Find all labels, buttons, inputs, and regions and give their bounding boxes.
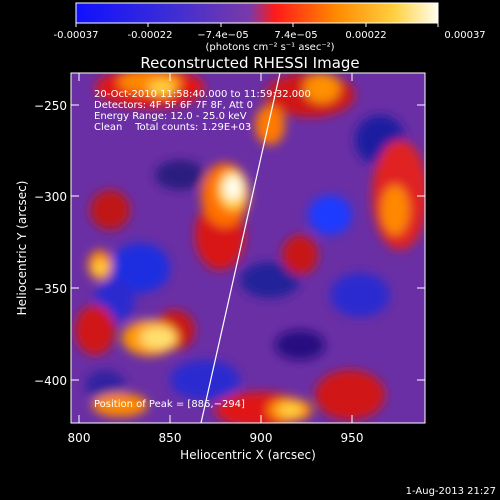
info-line-time: 20-Oct-2010 11:58:40.000 to 11:59:32.000 (94, 89, 311, 100)
plot-frame (70, 72, 426, 424)
x-tick-label: 950 (341, 431, 364, 445)
info-line-energy: Energy Range: 12.0 - 25.0 keV (94, 111, 247, 122)
info-line-counts: Clean Total counts: 1.29E+03 (94, 122, 251, 133)
info-line-detectors: Detectors: 4F 5F 6F 7F 8F, Att 0 (94, 100, 253, 111)
colorbar-tick-label: -0.00037 (54, 30, 99, 41)
solar-limb-line (200, 73, 281, 423)
y-tick-label: −300 (34, 190, 67, 204)
colorbar-tick-label: −7.4e−05 (197, 30, 249, 41)
footer-date: 1-Aug-2013 21:27 (406, 486, 496, 497)
colorbar-tick-label: 7.4e−05 (274, 30, 317, 41)
colorbar-unit-label: (photons cm⁻² s⁻¹ asec⁻²) (205, 42, 334, 53)
observation-info: 20-Oct-2010 11:58:40.000 to 11:59:32.000… (94, 89, 311, 133)
reconstructed-image (71, 73, 425, 423)
y-tick-label: −350 (34, 282, 67, 296)
plot-title: Reconstructed RHESSI Image (140, 54, 359, 72)
y-axis-label: Heliocentric Y (arcsec) (15, 181, 29, 316)
x-tick-label: 800 (68, 431, 91, 445)
colorbar-tick-label: 0.00022 (345, 30, 386, 41)
colorbar-gradient (75, 2, 439, 24)
y-tick-label: −250 (34, 99, 67, 113)
peak-position-label: Position of Peak = [886,−294] (94, 399, 245, 410)
x-axis-label: Heliocentric X (arcsec) (180, 448, 316, 462)
x-tick-label: 850 (159, 431, 182, 445)
y-tick-label: −400 (34, 374, 67, 388)
colorbar: -0.00037 -0.00022 −7.4e−05 7.4e−05 0.000… (54, 2, 486, 53)
colorbar-tick-label: 0.00037 (444, 30, 485, 41)
x-tick-label: 900 (250, 431, 273, 445)
colorbar-tick-label: -0.00022 (128, 30, 173, 41)
